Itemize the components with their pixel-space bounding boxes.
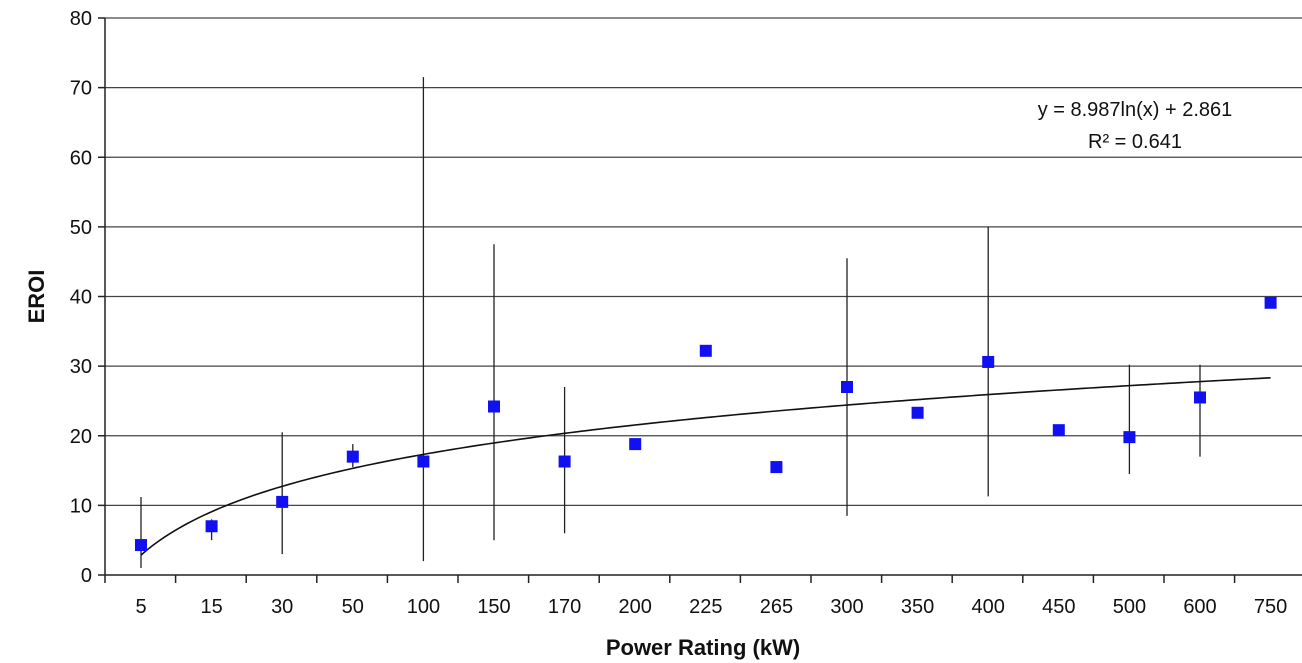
data-point	[629, 438, 642, 451]
x-tick-label: 500	[1113, 596, 1146, 618]
data-point	[841, 381, 853, 394]
y-tick-label: 0	[81, 565, 92, 587]
y-tick-label: 40	[70, 287, 92, 309]
x-tick-label: 50	[342, 596, 364, 618]
x-tick-label: 170	[548, 596, 581, 618]
y-tick-label: 60	[70, 147, 92, 169]
data-point	[488, 400, 500, 413]
data-point	[205, 520, 218, 533]
x-tick-label: 600	[1183, 596, 1216, 618]
x-axis-title: Power Rating (kW)	[606, 635, 800, 660]
y-tick-label: 70	[70, 78, 92, 100]
trendline-equation: y = 8.987ln(x) + 2.861	[1038, 99, 1233, 121]
data-point	[1194, 391, 1206, 404]
trendline	[140, 377, 1271, 556]
x-tick-label: 5	[135, 596, 146, 618]
y-axis-ticks: 0 10 20 30 40 50 60 70 80	[70, 8, 105, 587]
trendline-r-squared: R² = 0.641	[1088, 131, 1182, 153]
y-axis-title: EROI	[24, 270, 49, 324]
y-tick-label: 10	[70, 495, 92, 517]
x-axis-ticks: 5 15 30 50 100 150 170 200 225 265 300 350 400 450 500…	[104, 575, 1287, 618]
y-tick-label: 50	[70, 217, 92, 239]
x-tick-label: 150	[477, 596, 510, 618]
data-point	[276, 495, 289, 508]
data-point	[346, 450, 359, 463]
x-tick-label: 100	[407, 596, 440, 618]
x-tick-label: 225	[689, 596, 722, 618]
data-point	[770, 461, 783, 474]
data-point	[1123, 431, 1136, 444]
x-tick-label: 265	[760, 596, 793, 618]
x-tick-label: 15	[200, 596, 222, 618]
data-point	[417, 455, 430, 468]
data-point	[135, 539, 147, 552]
x-tick-label: 450	[1042, 596, 1075, 618]
data-point	[1052, 424, 1065, 437]
x-tick-label: 400	[972, 596, 1005, 618]
data-points	[135, 296, 1277, 552]
x-tick-label: 200	[619, 596, 652, 618]
data-point	[558, 455, 571, 468]
y-tick-label: 30	[70, 356, 92, 378]
data-point	[699, 344, 712, 357]
data-point	[911, 406, 924, 419]
y-tick-label: 20	[70, 426, 92, 448]
x-tick-label: 750	[1254, 596, 1287, 618]
x-tick-label: 30	[271, 596, 293, 618]
x-tick-label: 350	[901, 596, 934, 618]
gridlines	[105, 17, 1302, 507]
data-point	[982, 355, 995, 368]
x-tick-label: 300	[830, 596, 863, 618]
data-point	[1264, 296, 1277, 309]
y-tick-label: 80	[70, 8, 92, 30]
error-bars	[140, 77, 1201, 569]
